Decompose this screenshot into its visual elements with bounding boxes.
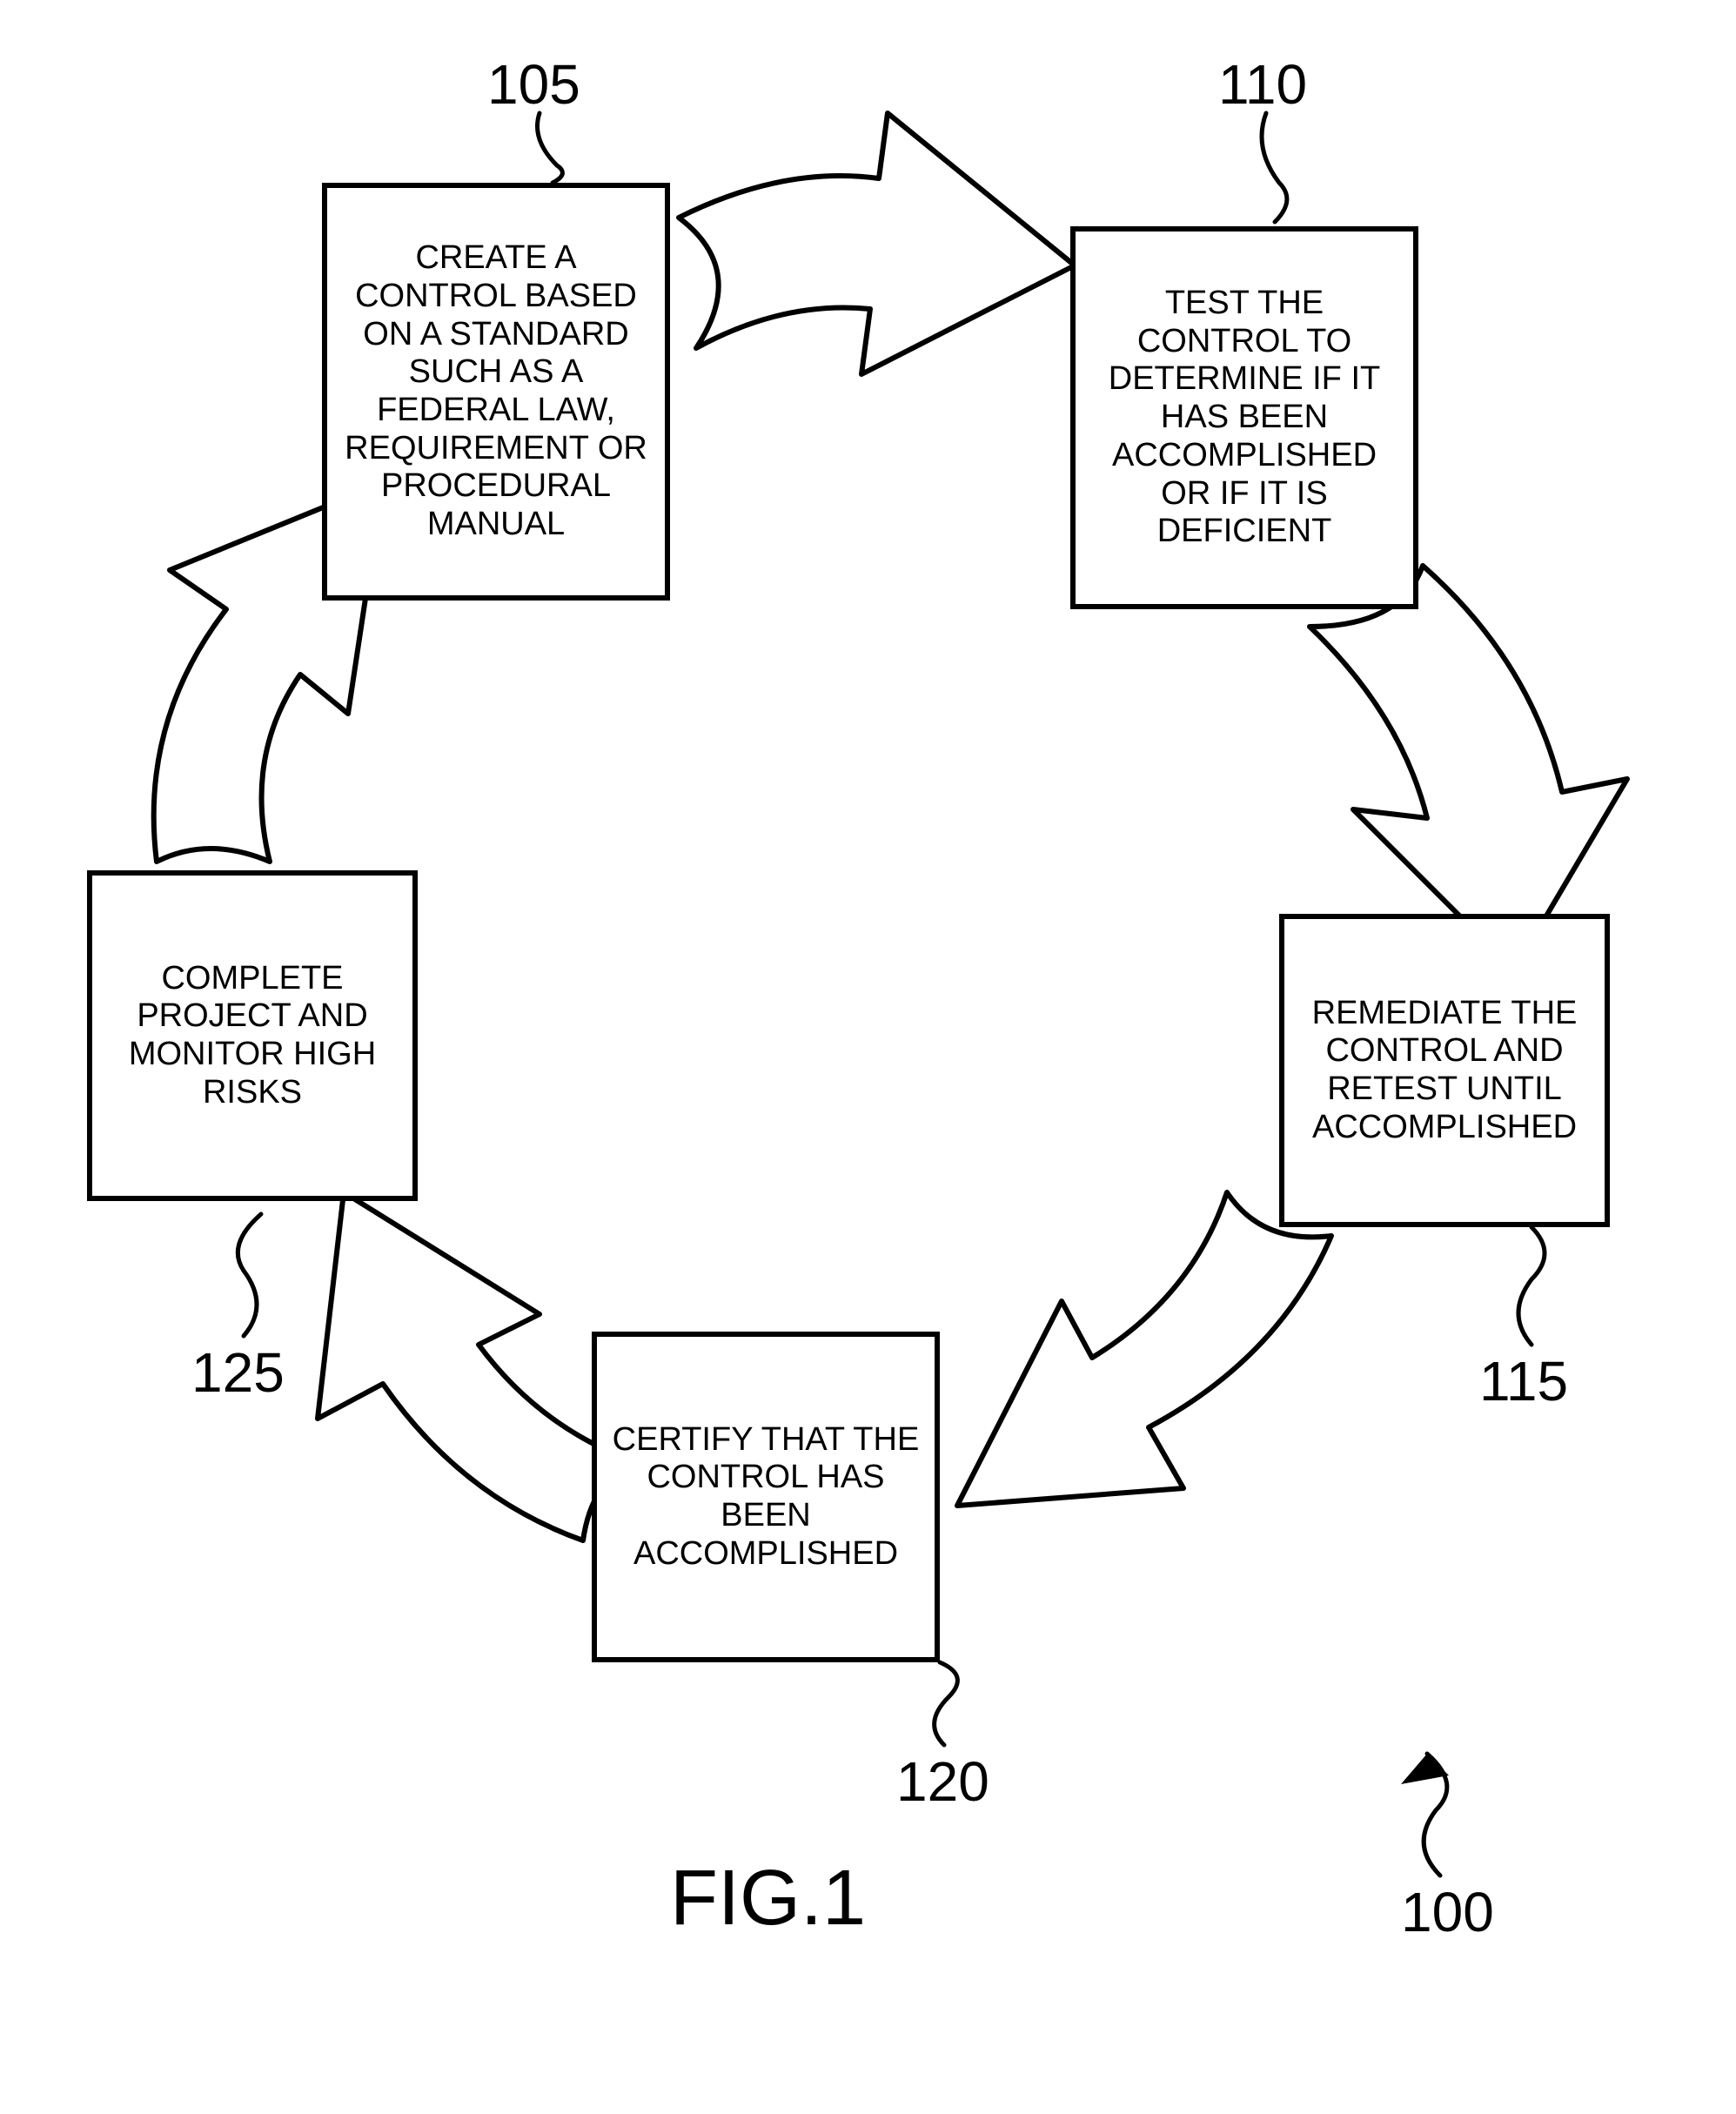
ref-100: 100 (1401, 1880, 1494, 1944)
diagram-canvas: CREATE A CONTROL BASED ON A STANDARD SUC… (0, 0, 1736, 2114)
leader-115 (1518, 1227, 1545, 1345)
node-110: TEST THE CONTROL TO DETERMINE IF IT HAS … (1070, 226, 1418, 609)
node-105: CREATE A CONTROL BASED ON A STANDARD SUC… (322, 183, 670, 601)
leader-120 (935, 1662, 958, 1745)
node-125: COMPLETE PROJECT AND MONITOR HIGH RISKS (87, 870, 418, 1201)
node-110-text: TEST THE CONTROL TO DETERMINE IF IT HAS … (1086, 285, 1403, 551)
node-115-text: REMEDIATE THE CONTROL AND RETEST UNTIL A… (1295, 995, 1594, 1147)
node-120: CERTIFY THAT THE CONTROL HAS BEEN ACCOMP… (592, 1332, 940, 1662)
ref-105: 105 (487, 52, 580, 117)
arrow-115-120 (957, 1192, 1331, 1506)
arrow-110-115 (1310, 566, 1627, 970)
node-115: REMEDIATE THE CONTROL AND RETEST UNTIL A… (1279, 914, 1610, 1227)
ref-115: 115 (1479, 1349, 1568, 1413)
figure-label: FIG.1 (670, 1854, 866, 1943)
ref-120: 120 (896, 1749, 989, 1814)
node-125-text: COMPLETE PROJECT AND MONITOR HIGH RISKS (103, 960, 402, 1112)
ref-110: 110 (1218, 52, 1307, 117)
leader-100 (1424, 1754, 1447, 1876)
arrow-120-125 (318, 1192, 635, 1540)
leader-105 (538, 113, 563, 183)
node-120-text: CERTIFY THAT THE CONTROL HAS BEEN ACCOMP… (607, 1421, 924, 1574)
arrow-105-110 (679, 113, 1075, 374)
leader-125 (238, 1214, 261, 1336)
leader-110 (1262, 113, 1287, 222)
ref-125: 125 (191, 1340, 285, 1405)
leader-100-head (1401, 1754, 1449, 1784)
node-105-text: CREATE A CONTROL BASED ON A STANDARD SUC… (338, 239, 654, 544)
